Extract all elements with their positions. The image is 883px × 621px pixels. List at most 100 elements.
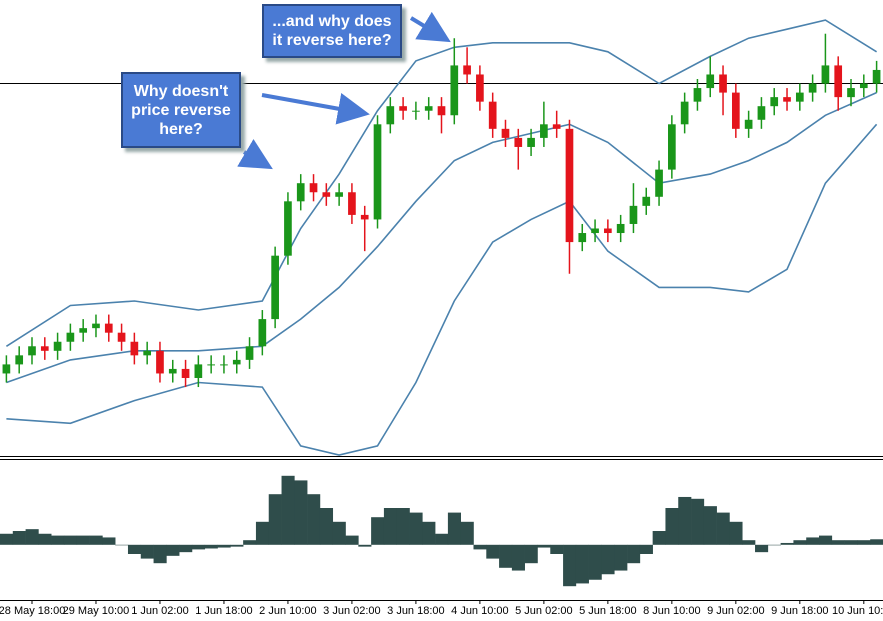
candle-body	[514, 137, 523, 147]
histogram-bar	[639, 544, 653, 554]
candle-body	[181, 368, 190, 378]
candle-body	[194, 364, 203, 378]
histogram-bar	[703, 506, 717, 545]
candle-body	[2, 364, 11, 374]
histogram-bar	[627, 544, 641, 564]
candle-body	[668, 124, 676, 170]
candle-body	[463, 65, 471, 75]
candle-body	[680, 101, 689, 125]
histogram-bar	[294, 480, 308, 545]
annotation: Why doesn't price reverse here?	[121, 72, 241, 148]
histogram-bar	[691, 498, 705, 545]
candle-body	[655, 169, 663, 197]
histogram-bar	[486, 544, 500, 559]
candle-body	[642, 196, 651, 206]
candle-body	[271, 255, 279, 320]
candle-body	[770, 97, 779, 107]
candle-body	[834, 65, 843, 98]
candle-body	[104, 323, 113, 333]
histogram-bar	[179, 544, 193, 553]
candle-body	[15, 355, 24, 365]
histogram-bar	[844, 540, 858, 545]
candle-body	[322, 192, 331, 197]
histogram-bar	[742, 540, 756, 545]
candle-body	[258, 319, 267, 347]
x-tick-label: 1 Jun 02:00	[131, 605, 189, 617]
candle-body	[604, 228, 612, 234]
histogram-bar	[204, 544, 218, 549]
candle-body	[757, 106, 766, 120]
candle-body	[207, 364, 215, 366]
histogram-bar	[831, 540, 845, 545]
candle-body	[168, 368, 177, 374]
histogram-bar	[89, 535, 103, 545]
histogram-bar	[793, 540, 807, 545]
histogram-bar	[678, 496, 692, 545]
histogram-bar	[755, 544, 769, 553]
candle-body	[335, 192, 343, 197]
candle-body	[66, 332, 75, 342]
band-line	[6, 123, 878, 456]
histogram-bar	[307, 494, 321, 545]
histogram-bar	[230, 544, 244, 547]
candle-body	[808, 83, 817, 93]
histogram-bar	[870, 539, 883, 545]
annotation: ...and why does it reverse here?	[262, 4, 402, 58]
histogram-bar	[383, 508, 398, 545]
histogram-bar	[665, 508, 679, 545]
candle-body	[360, 214, 369, 220]
candle-body	[92, 323, 100, 329]
candle-body	[437, 106, 446, 116]
histogram-bar	[550, 544, 564, 554]
histogram-bar	[614, 544, 628, 571]
candle-body	[40, 346, 49, 351]
histogram-bar	[25, 529, 39, 545]
candle-body	[296, 183, 305, 202]
candle-body	[795, 92, 804, 102]
histogram-bar	[511, 544, 525, 571]
candle-body	[220, 364, 228, 366]
candle-body	[488, 101, 497, 129]
candle-body	[232, 359, 241, 365]
histogram-bar	[767, 544, 781, 546]
histogram-bar	[588, 544, 602, 580]
candle-body	[616, 223, 625, 234]
oscillator-panel	[0, 475, 883, 587]
candle-body	[501, 128, 510, 138]
histogram-bar	[268, 494, 282, 545]
histogram-bar	[396, 508, 410, 545]
histogram-bar	[153, 544, 167, 564]
histogram-bar	[281, 475, 295, 545]
histogram-bar	[447, 512, 461, 545]
histogram-bar	[499, 544, 513, 568]
histogram-bar	[140, 544, 154, 559]
histogram-bar	[409, 512, 423, 545]
x-tick-label: 1 Jun 18:00	[195, 605, 253, 617]
x-tick-label: 10 Jun 10:00	[832, 605, 883, 617]
candle-body	[719, 74, 727, 93]
candle-body	[130, 341, 139, 356]
candle-body	[731, 92, 740, 129]
histogram-bar	[460, 521, 474, 545]
histogram-bar	[819, 535, 833, 545]
histogram-bar	[601, 544, 615, 575]
x-tick-label: 3 Jun 18:00	[387, 605, 445, 617]
histogram-bar	[166, 544, 180, 556]
candle-body	[540, 124, 548, 138]
candle-body	[591, 228, 599, 234]
candle-body	[245, 346, 254, 360]
candle-body	[309, 183, 318, 193]
arrow	[237, 139, 273, 170]
histogram-bar	[255, 521, 270, 545]
histogram-bar	[38, 533, 52, 545]
candle-body	[552, 124, 561, 129]
histogram-bar	[537, 544, 551, 548]
x-tick-label: 5 Jun 18:00	[579, 605, 637, 617]
candle-body	[284, 201, 292, 256]
price-panel	[0, 19, 883, 456]
candle-body	[565, 128, 574, 243]
histogram-bar	[243, 540, 257, 545]
